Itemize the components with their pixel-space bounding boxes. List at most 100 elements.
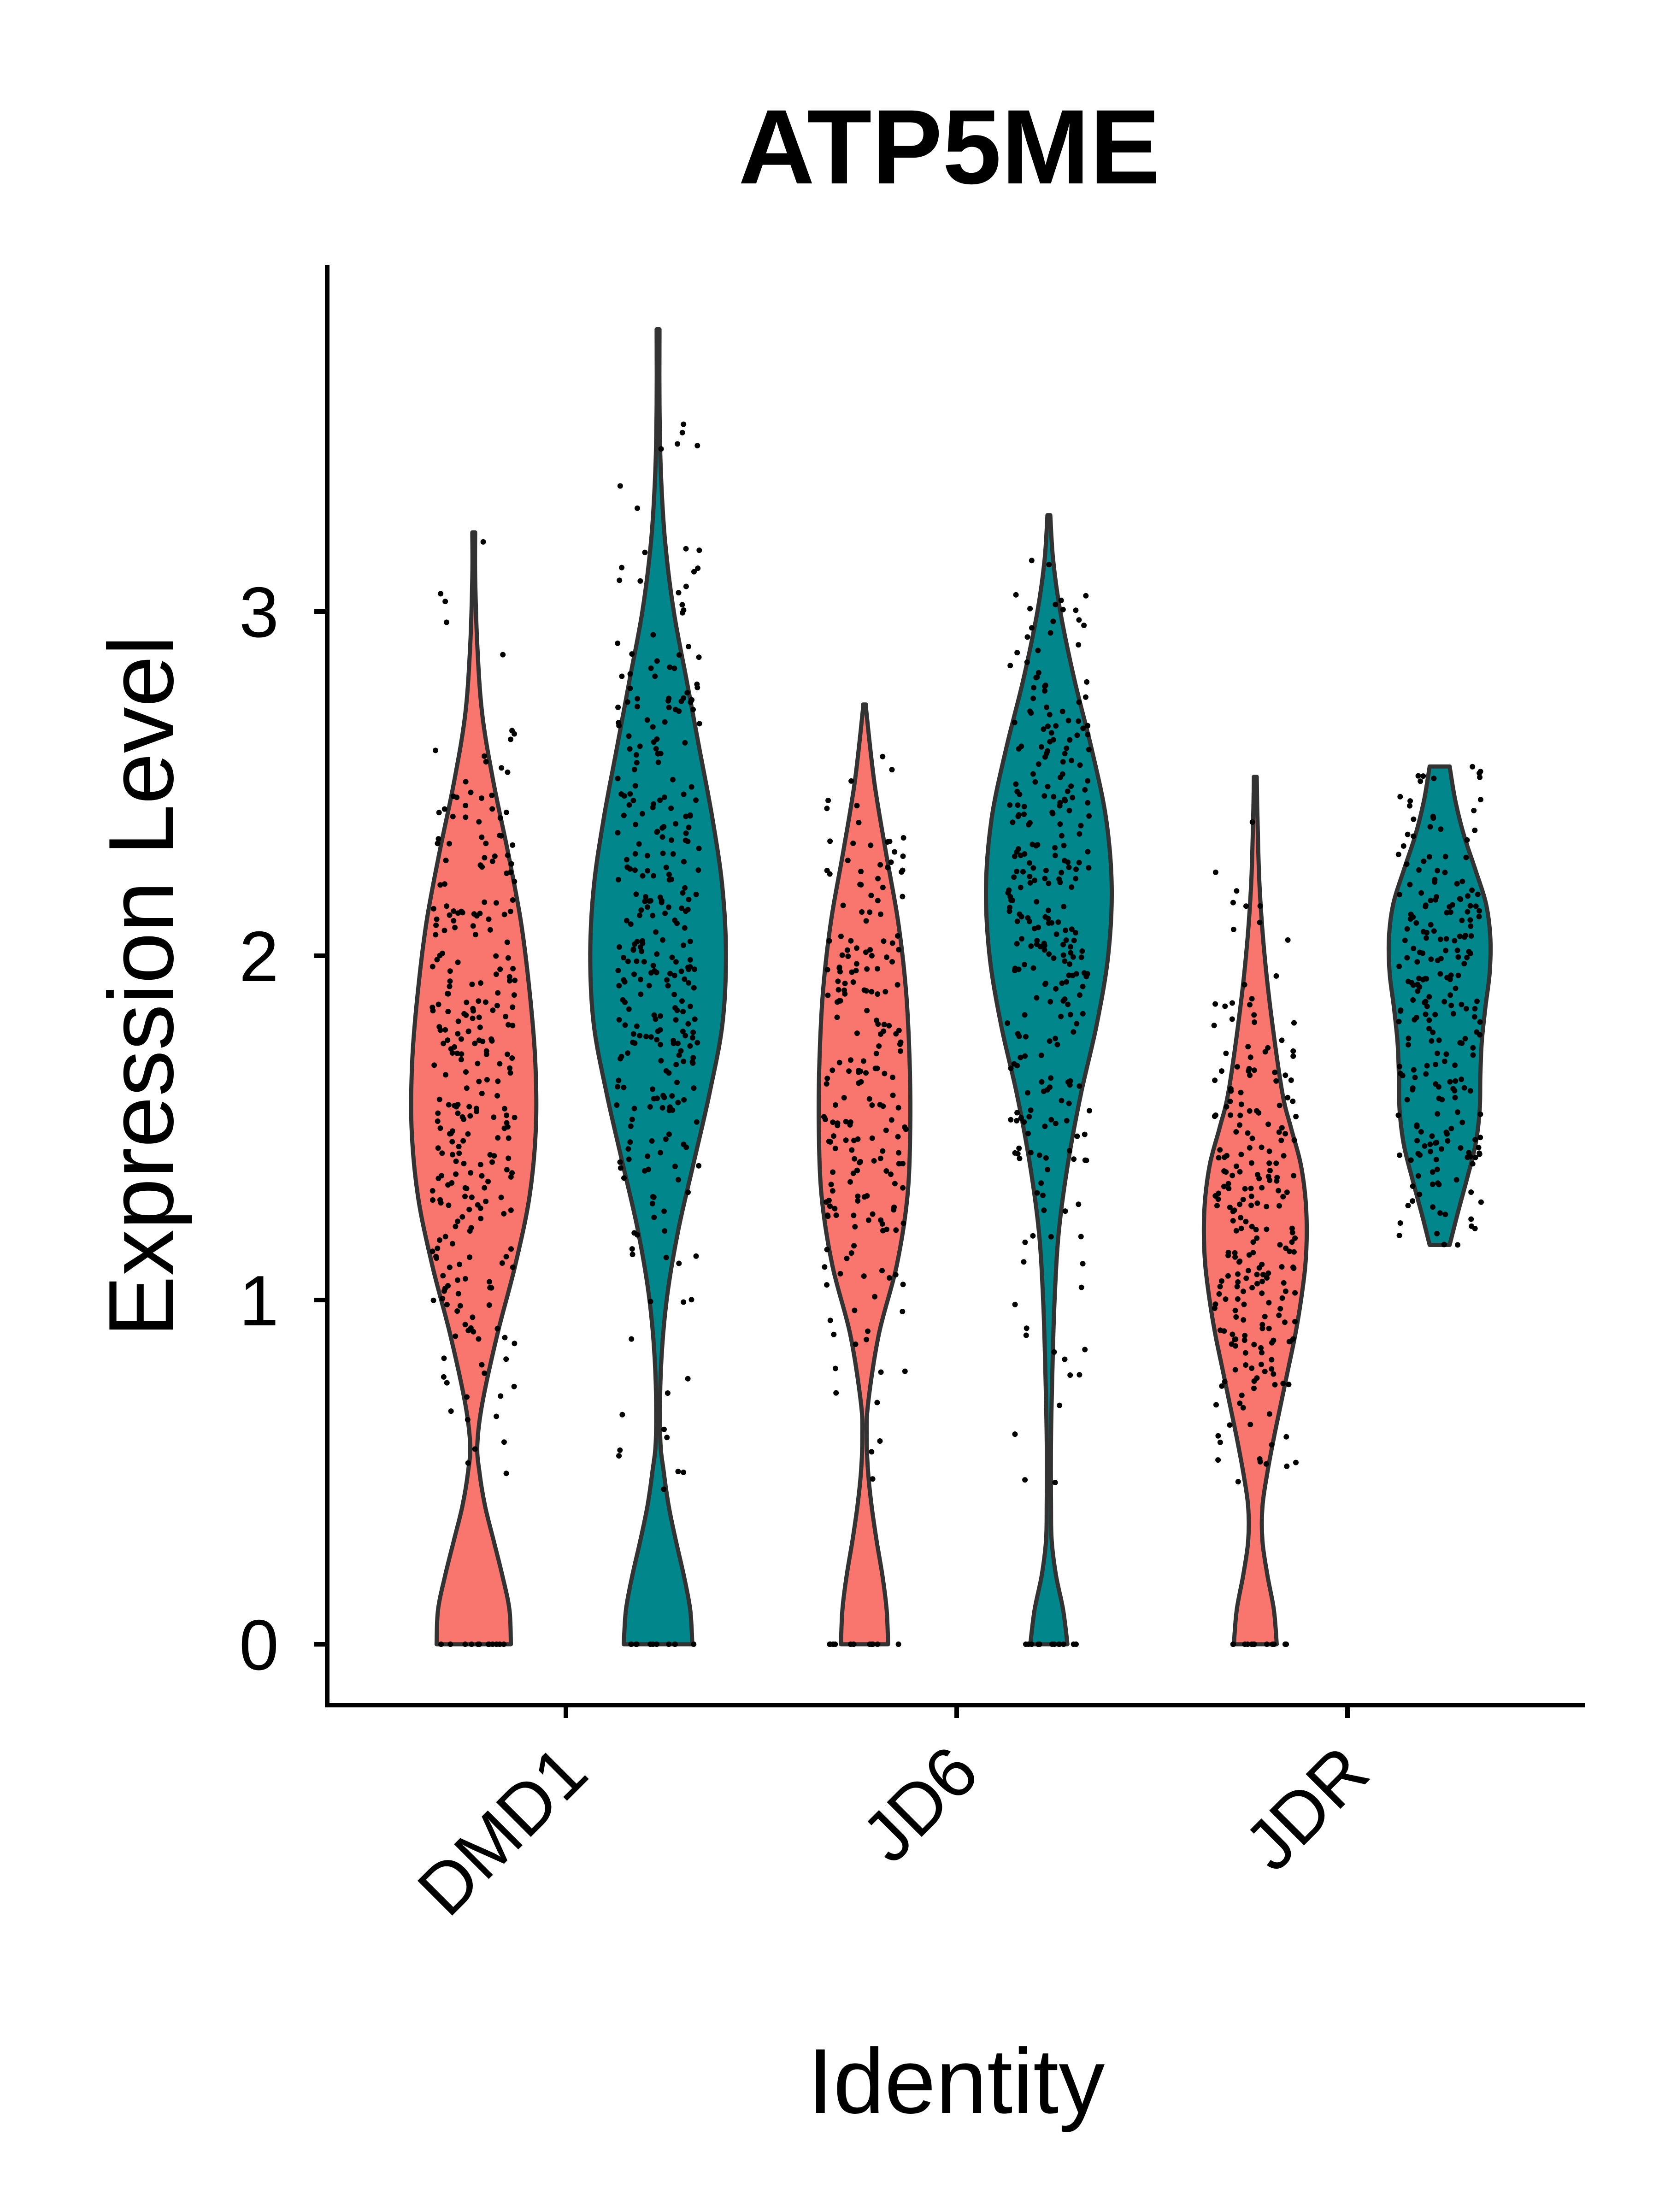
jitter-point — [830, 1119, 836, 1125]
jitter-point — [1431, 776, 1437, 782]
jitter-point — [650, 912, 656, 918]
jitter-point — [454, 1050, 460, 1056]
jitter-point — [635, 696, 640, 702]
jitter-point — [1470, 1045, 1476, 1051]
jitter-point — [836, 965, 842, 971]
jitter-point — [433, 932, 439, 938]
jitter-point — [471, 1008, 476, 1014]
jitter-point — [651, 1214, 657, 1220]
jitter-point — [464, 1394, 470, 1400]
jitter-point — [441, 881, 447, 887]
jitter-point — [836, 1059, 842, 1065]
jitter-point — [505, 955, 511, 961]
jitter-point — [682, 976, 688, 982]
jitter-point — [621, 812, 627, 818]
jitter-point — [878, 1369, 884, 1375]
jitter-point — [628, 921, 634, 927]
jitter-point — [1060, 952, 1066, 958]
chart-title: ATP5ME — [738, 88, 1160, 206]
jitter-point — [1035, 670, 1041, 676]
jitter-point — [1476, 1145, 1482, 1151]
jitter-point — [1467, 917, 1473, 923]
jitter-point — [1276, 1188, 1282, 1194]
jitter-point — [851, 1212, 857, 1218]
jitter-point — [1006, 887, 1012, 893]
jitter-point — [464, 1186, 470, 1191]
jitter-point — [1076, 617, 1082, 623]
jitter-point — [1066, 807, 1072, 813]
jitter-point — [467, 1113, 473, 1119]
jitter-point — [680, 1029, 686, 1035]
jitter-point — [864, 988, 869, 994]
jitter-point — [1465, 909, 1471, 915]
jitter-point — [1284, 1463, 1290, 1469]
jitter-point — [1052, 1480, 1058, 1486]
jitter-point — [438, 591, 444, 597]
jitter-point — [493, 900, 499, 906]
jitter-point — [441, 1374, 447, 1380]
jitter-point — [631, 971, 637, 977]
jitter-point — [1427, 1141, 1433, 1147]
jitter-point — [1228, 1088, 1234, 1094]
jitter-point — [1397, 1220, 1403, 1226]
jitter-point — [1054, 1041, 1060, 1047]
jitter-point — [667, 971, 673, 977]
jitter-point — [459, 908, 465, 914]
jitter-point — [687, 957, 693, 963]
jitter-point — [890, 1074, 895, 1080]
jitter-point — [457, 1303, 463, 1309]
jitter-point — [1284, 1189, 1290, 1195]
jitter-point — [1216, 1155, 1222, 1161]
violin-dmd1-group-1 — [409, 530, 539, 1647]
jitter-point — [1034, 1190, 1040, 1196]
jitter-point — [686, 644, 692, 650]
jitter-point — [462, 1641, 468, 1647]
jitter-point — [642, 549, 648, 555]
jitter-point — [694, 1040, 700, 1046]
y-ticks: 0 1 2 3 — [239, 572, 327, 1685]
jitter-point — [1223, 1296, 1229, 1302]
jitter-point — [681, 1470, 687, 1475]
jitter-point — [1070, 794, 1076, 800]
jitter-point — [1233, 1163, 1239, 1169]
jitter-point — [654, 829, 660, 835]
jitter-point — [449, 1050, 455, 1056]
jitter-point — [1406, 1035, 1412, 1041]
jitter-point — [1059, 708, 1065, 714]
jitter-point — [1464, 837, 1470, 843]
jitter-point — [1467, 903, 1473, 909]
jitter-point — [637, 743, 643, 749]
jitter-point — [1414, 1138, 1420, 1144]
jitter-point — [692, 966, 697, 972]
jitter-point — [1475, 891, 1481, 897]
jitter-point — [498, 1194, 504, 1200]
jitter-point — [1433, 897, 1439, 903]
jitter-point — [615, 1084, 621, 1090]
jitter-point — [687, 1043, 693, 1049]
jitter-point — [1083, 1158, 1089, 1163]
jitter-point — [1477, 1111, 1483, 1117]
jitter-point — [683, 830, 689, 836]
jitter-point — [1041, 943, 1047, 948]
jitter-point — [1243, 1275, 1249, 1281]
jitter-point — [618, 1165, 624, 1171]
jitter-point — [685, 1376, 691, 1382]
jitter-point — [1413, 920, 1419, 926]
jitter-point — [478, 980, 483, 986]
jitter-point — [1237, 1258, 1243, 1264]
jitter-point — [875, 966, 880, 972]
jitter-point — [512, 977, 518, 983]
jitter-point — [896, 1161, 902, 1167]
jitter-point — [1410, 997, 1416, 1003]
jitter-point — [1241, 1317, 1247, 1323]
jitter-point — [1027, 874, 1033, 879]
jitter-point — [1025, 1130, 1031, 1136]
jitter-point — [455, 1018, 461, 1024]
jitter-point — [1223, 1169, 1229, 1175]
jitter-point — [1476, 914, 1482, 920]
jitter-point — [896, 1150, 902, 1156]
jitter-point — [1415, 773, 1421, 779]
jitter-point — [455, 1218, 461, 1224]
jitter-point — [489, 1038, 495, 1044]
jitter-point — [1232, 1250, 1238, 1256]
